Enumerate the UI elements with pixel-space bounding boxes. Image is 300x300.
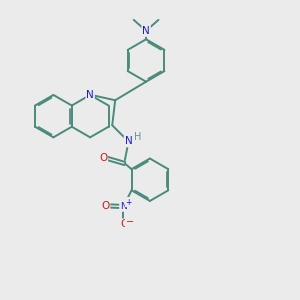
Text: O: O: [99, 153, 107, 163]
Text: N: N: [86, 90, 94, 100]
Text: +: +: [125, 198, 132, 207]
Text: −: −: [126, 218, 134, 227]
Text: O: O: [101, 201, 110, 211]
Text: N: N: [124, 136, 132, 146]
Text: N: N: [120, 202, 127, 211]
Text: O: O: [121, 219, 129, 229]
Text: H: H: [134, 132, 141, 142]
Text: N: N: [142, 26, 150, 36]
